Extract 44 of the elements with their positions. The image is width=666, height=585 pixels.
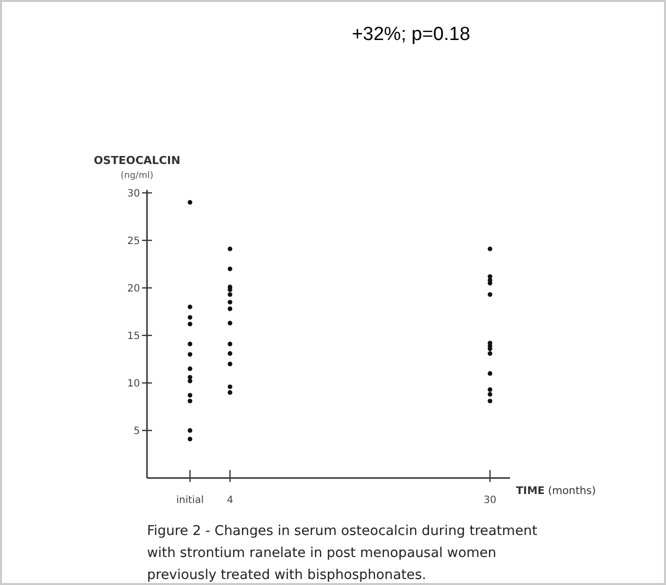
- y-tick-label: 5: [134, 426, 140, 437]
- point: [188, 322, 192, 326]
- text: +32%; p=0.18: [352, 24, 470, 45]
- point: [188, 428, 192, 433]
- x-tick-label: 30: [484, 495, 496, 506]
- point: [488, 351, 492, 356]
- y-axis-title: OSTEOCALCIN (ng/ml): [94, 154, 180, 181]
- point: [228, 362, 232, 366]
- point: [228, 246, 232, 252]
- point: [188, 352, 192, 357]
- point: [228, 300, 232, 304]
- point: [488, 392, 492, 397]
- point: [188, 436, 192, 442]
- y-tick-label: 10: [127, 378, 140, 390]
- caption: Figure 2 - Changes in serum osteocalcin during treatment with strontium ranelate in post menopausal women previously treated with bisphosphonates.: [147, 523, 538, 583]
- point: [488, 371, 492, 376]
- point: [188, 200, 192, 205]
- point: [488, 398, 492, 404]
- point: [228, 351, 232, 356]
- point: [228, 306, 232, 312]
- point: [188, 393, 192, 398]
- x-tick-label: initial: [176, 495, 204, 506]
- x-axis-title: TIME (months): [516, 485, 596, 497]
- point: [488, 292, 492, 297]
- point: [228, 292, 232, 297]
- point: [488, 246, 492, 252]
- point: [228, 288, 232, 292]
- point: [228, 384, 232, 390]
- y-tick-label: 25: [127, 236, 140, 247]
- point: [488, 387, 492, 392]
- point: [188, 304, 192, 310]
- point: [188, 366, 192, 371]
- point: [228, 266, 232, 272]
- point: [228, 342, 232, 346]
- point: [228, 320, 232, 326]
- point: [188, 378, 192, 384]
- point: [188, 398, 192, 404]
- point: [188, 342, 192, 346]
- x-tick-label: 4: [226, 495, 234, 506]
- point: [188, 315, 192, 320]
- y-tick-label: 30: [127, 188, 140, 200]
- y-tick-label: 15: [127, 330, 140, 342]
- point: [228, 390, 232, 395]
- y-tick-label: 20: [127, 283, 140, 294]
